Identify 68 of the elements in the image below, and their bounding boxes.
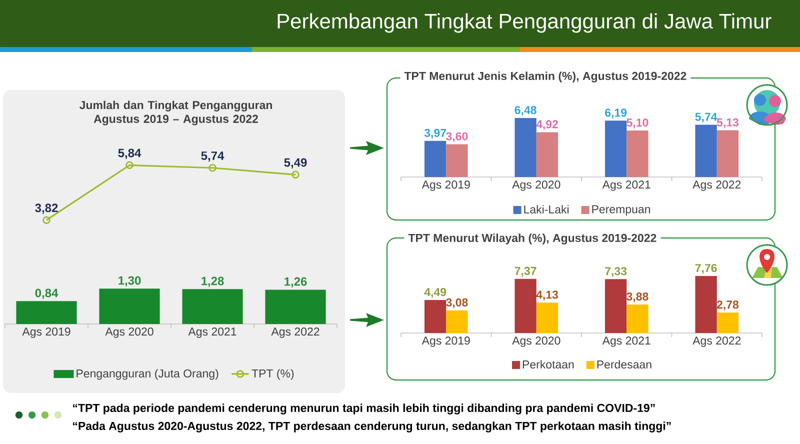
legend-label: Laki-Laki (524, 205, 569, 214)
x-tick-label: Ags 2021 (602, 180, 650, 191)
bar (604, 120, 627, 177)
data-label: 6,19 (605, 108, 627, 118)
data-label: 3,88 (626, 292, 648, 302)
bar (536, 302, 558, 333)
data-label: 1,26 (284, 277, 307, 288)
bar (514, 278, 536, 333)
data-label: 7,37 (514, 266, 536, 277)
bar (16, 301, 77, 324)
x-tick-label: Ags 2021 (602, 336, 650, 347)
data-label: 6,48 (514, 106, 536, 116)
bar (604, 279, 627, 333)
bar (446, 144, 468, 177)
bar (265, 290, 326, 324)
bar (424, 140, 446, 177)
bar (695, 124, 717, 177)
data-label: 5,74 (201, 152, 224, 162)
point (208, 164, 216, 172)
data-label: 3,82 (35, 204, 58, 214)
bar (626, 130, 648, 177)
x-tick-label: Ags 2022 (271, 328, 320, 338)
data-label: 3,60 (446, 132, 468, 142)
x-tick-label: Ags 2021 (188, 328, 236, 338)
text: “TPT pada periode pandemi cenderung menurun tapi masih lebih tinggi dibanding pra pandemi COVID-19” (73, 404, 655, 414)
data-label: 1,30 (118, 276, 141, 286)
bar (626, 304, 648, 333)
data-label: 7,76 (695, 264, 717, 274)
bar (424, 300, 446, 333)
data-label: 3,97 (424, 128, 446, 139)
data-label: 7,33 (605, 267, 627, 277)
x-tick-label: Ags 2022 (692, 180, 741, 191)
x-tick-label: Ags 2020 (512, 180, 560, 191)
data-label: 4,49 (424, 288, 446, 298)
data-label: 2,78 (716, 300, 739, 310)
x-tick-label: Ags 2019 (422, 336, 470, 347)
point (126, 161, 134, 170)
legend-label: Perdesaan (597, 360, 652, 369)
bar (446, 310, 468, 333)
x-tick-label: Ags 2019 (422, 180, 470, 191)
data-label: 5,10 (626, 118, 648, 128)
bar (716, 312, 739, 333)
data-label: 5,84 (118, 148, 142, 159)
bar (99, 288, 160, 324)
x-tick-label: Ags 2022 (692, 336, 741, 347)
data-label: 1,28 (202, 276, 224, 287)
x-tick-label: Ags 2019 (22, 328, 70, 338)
data-label: 5,49 (284, 158, 307, 168)
legend-label: TPT (%) (252, 369, 294, 380)
chart-title: TPT Menurut Wilayah (%), Agustus 2019-2022 (408, 234, 656, 244)
text: Perkembangan Tingkat Pengangguran di Jawa Timur (278, 13, 772, 33)
legend-label: Perkotaan (522, 360, 574, 369)
data-label: 3,08 (446, 298, 468, 308)
bar (514, 118, 536, 177)
x-tick-label: Ags 2020 (512, 336, 560, 347)
legend-label: Perempuan (592, 205, 650, 216)
bar (716, 130, 739, 177)
bar (182, 289, 243, 324)
data-label: 0,84 (35, 288, 58, 299)
bar (536, 132, 558, 177)
chart-title: Jumlah dan Tingkat Pengangguran Agustus 2019 – Agustus 2022 (79, 100, 272, 126)
data-label: 5,74 (695, 112, 718, 123)
bar (695, 276, 717, 333)
chart-title: TPT Menurut Jenis Kelamin (%), Agustus 2019-2022 (404, 72, 686, 82)
data-label: 5,13 (716, 118, 738, 128)
text: “Pada Agustus 2020-Agustus 2022, TPT perdesaan cenderung turun, sedangkan TPT perkotaan masih tinggi” (73, 422, 671, 432)
x-tick-label: Ags 2020 (105, 328, 154, 338)
legend-label: Pengangguran (Juta Orang) (76, 369, 218, 380)
